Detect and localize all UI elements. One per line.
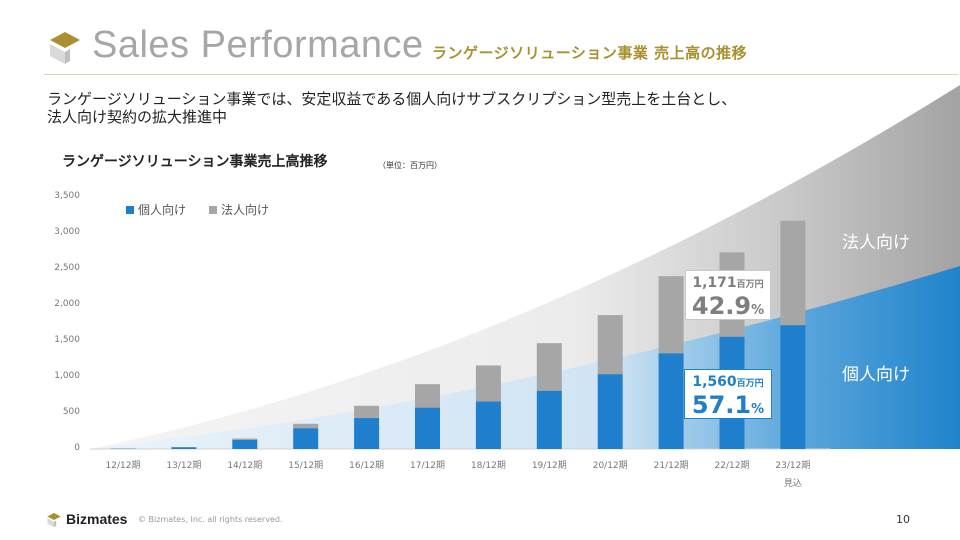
bar-individual-9 [658,353,684,449]
bar-individual-4 [354,418,380,449]
area-label-individual: 個人向け [842,365,910,385]
callout-corporate-percent-unit: % [751,303,765,318]
lead-line-2: 法人向け契約の拡大推進中 [47,108,228,126]
y-tick-label: 2,500 [54,263,80,273]
legend-item-corporate: 法人向け [209,201,269,218]
x-tick-label: 14/12期 [227,461,263,471]
callout-individual-22: 1,560百万円 57.1% [684,369,772,419]
bar-corporate-7 [536,343,562,391]
chart-title: ランゲージソリューション事業売上高推移 [62,154,328,170]
bizmates-logo-icon [50,32,80,64]
x-tick-label: 18/12期 [470,461,506,471]
y-tick-label: 3,500 [54,191,80,201]
x-tick-note: 見込 [783,479,802,489]
title-divider [44,74,958,75]
legend-swatch-corporate [209,205,217,214]
x-tick-label: 16/12期 [349,461,385,471]
bar-individual-8 [597,374,623,449]
bar-corporate-4 [354,405,380,419]
y-tick-label: 1,000 [54,371,80,381]
legend-item-individual: 個人向け [126,201,186,218]
footer-copyright: © Bizmates, Inc. all rights reserved. [138,515,283,524]
bar-corporate-2 [232,438,258,440]
bar-individual-3 [293,428,319,449]
bar-corporate-5 [415,384,440,408]
lead-text: ランゲージソリューション事業では、安定収益である個人向けサブスクリプション型売上… [47,90,736,126]
x-tick-label: 17/12期 [410,461,445,471]
lead-line-1: ランゲージソリューション事業では、安定収益である個人向けサブスクリプション型売上… [47,90,737,108]
callout-individual-percent-unit: % [751,402,765,417]
callout-individual-percent: 57.1 [691,391,752,419]
x-tick-label: 21/12期 [653,461,689,471]
callout-corporate-amount-unit: 百万円 [736,280,764,290]
callout-corporate-percent: 42.9 [691,292,752,320]
x-tick-label: 15/12期 [288,461,324,471]
y-tick-label: 500 [62,407,80,417]
callout-corporate-22: 1,171百万円 42.9% [685,270,771,320]
legend-swatch-individual [126,205,134,214]
bar-corporate-6 [475,365,501,402]
x-tick-label: 19/12期 [531,461,567,471]
bar-individual-11 [780,325,806,449]
bar-individual-5 [415,407,440,449]
bar-individual-7 [536,390,562,449]
footer-logo-icon [47,512,61,528]
x-tick-label: 23/12期 [775,461,811,471]
y-tick-label: 3,000 [54,227,80,237]
y-tick-label: 0 [74,443,80,453]
bar-corporate-11 [780,220,806,326]
x-tick-label: 12/12期 [105,461,141,471]
page-title: Sales Performance [92,24,424,66]
bar-corporate-8 [597,315,623,375]
legend-label-individual: 個人向け [138,203,187,217]
bar-individual-6 [475,401,501,449]
page-subtitle: ランゲージソリューション事業 売上高の推移 [432,44,748,62]
x-tick-label: 22/12期 [714,461,750,471]
legend-label-corporate: 法人向け [221,203,270,217]
chart-unit-note: （単位：百万円） [378,161,442,170]
x-tick-label: 13/12期 [166,461,202,471]
bar-corporate-9 [658,276,684,354]
callout-corporate-amount: 1,171 [692,275,737,291]
area-label-corporate: 法人向け [842,233,910,253]
page-number: 10 [896,513,910,526]
footer-brand: Bizmates [66,511,128,527]
y-tick-label: 1,500 [54,335,80,345]
callout-individual-amount: 1,560 [692,374,737,390]
x-tick-label: 20/12期 [592,461,628,471]
bar-corporate-3 [293,423,319,429]
bar-individual-2 [232,440,258,449]
callout-individual-amount-unit: 百万円 [736,379,764,389]
y-tick-label: 2,000 [54,299,80,309]
bar-individual-1 [171,447,197,449]
